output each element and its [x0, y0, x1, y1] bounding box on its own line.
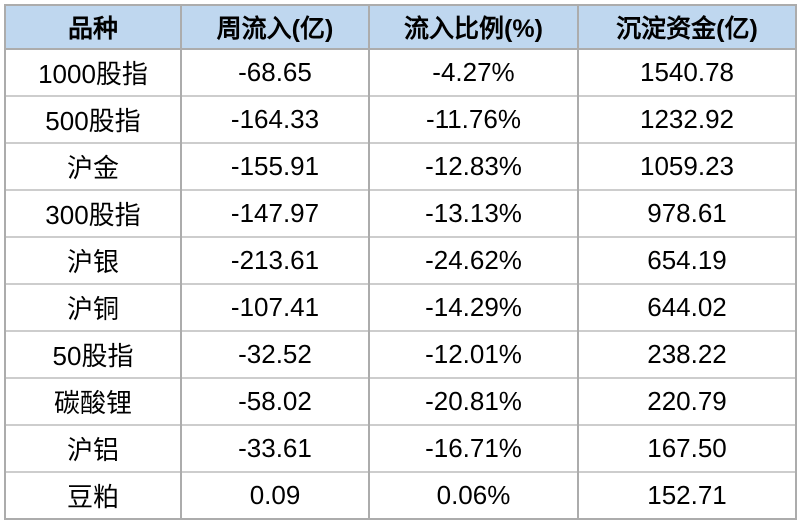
cell-deposited-funds: 1540.78 [577, 48, 797, 96]
cell-variety: 50股指 [4, 330, 182, 378]
cell-weekly-inflow: -213.61 [180, 236, 370, 284]
cell-deposited-funds: 644.02 [577, 283, 797, 331]
cell-inflow-ratio: -24.62% [368, 236, 579, 284]
cell-weekly-inflow: -33.61 [180, 424, 370, 472]
cell-weekly-inflow: -32.52 [180, 330, 370, 378]
cell-variety: 500股指 [4, 95, 182, 143]
cell-inflow-ratio: -16.71% [368, 424, 579, 472]
cell-deposited-funds: 1232.92 [577, 95, 797, 143]
cell-weekly-inflow: -107.41 [180, 283, 370, 331]
cell-variety: 沪铜 [4, 283, 182, 331]
col-header-weekly-inflow: 周流入(亿) [180, 5, 370, 50]
table-row: 沪铝 -33.61 -16.71% 167.50 [4, 424, 797, 472]
table-row: 沪金 -155.91 -12.83% 1059.23 [4, 142, 797, 190]
table-row: 50股指 -32.52 -12.01% 238.22 [4, 330, 797, 378]
cell-inflow-ratio: -12.01% [368, 330, 579, 378]
table-body: 1000股指 -68.65 -4.27% 1540.78 500股指 -164.… [4, 48, 797, 519]
cell-weekly-inflow: -68.65 [180, 48, 370, 96]
table-header: 品种 周流入(亿) 流入比例(%) 沉淀资金(亿) [4, 5, 797, 50]
cell-inflow-ratio: -11.76% [368, 95, 579, 143]
fund-flow-page: 品种 周流入(亿) 流入比例(%) 沉淀资金(亿) 1000股指 -68.65 … [4, 4, 797, 520]
cell-inflow-ratio: 0.06% [368, 471, 579, 519]
cell-variety: 300股指 [4, 189, 182, 237]
cell-deposited-funds: 978.61 [577, 189, 797, 237]
cell-inflow-ratio: -13.13% [368, 189, 579, 237]
cell-variety: 豆粕 [4, 471, 182, 519]
cell-inflow-ratio: -12.83% [368, 142, 579, 190]
cell-variety: 1000股指 [4, 48, 182, 96]
cell-variety: 沪铝 [4, 424, 182, 472]
header-row: 品种 周流入(亿) 流入比例(%) 沉淀资金(亿) [4, 5, 797, 50]
table-row: 豆粕 0.09 0.06% 152.71 [4, 471, 797, 519]
col-header-deposited-funds: 沉淀资金(亿) [577, 5, 797, 50]
cell-weekly-inflow: -58.02 [180, 377, 370, 425]
table-row: 碳酸锂 -58.02 -20.81% 220.79 [4, 377, 797, 425]
col-header-inflow-ratio: 流入比例(%) [368, 5, 579, 50]
cell-deposited-funds: 1059.23 [577, 142, 797, 190]
table-row: 沪铜 -107.41 -14.29% 644.02 [4, 283, 797, 331]
cell-inflow-ratio: -14.29% [368, 283, 579, 331]
cell-variety: 沪金 [4, 142, 182, 190]
table-row: 1000股指 -68.65 -4.27% 1540.78 [4, 48, 797, 96]
table-row: 300股指 -147.97 -13.13% 978.61 [4, 189, 797, 237]
cell-inflow-ratio: -4.27% [368, 48, 579, 96]
cell-weekly-inflow: -147.97 [180, 189, 370, 237]
cell-variety: 碳酸锂 [4, 377, 182, 425]
table-row: 沪银 -213.61 -24.62% 654.19 [4, 236, 797, 284]
cell-deposited-funds: 238.22 [577, 330, 797, 378]
cell-weekly-inflow: 0.09 [180, 471, 370, 519]
cell-deposited-funds: 220.79 [577, 377, 797, 425]
cell-variety: 沪银 [4, 236, 182, 284]
cell-weekly-inflow: -155.91 [180, 142, 370, 190]
table-row: 500股指 -164.33 -11.76% 1232.92 [4, 95, 797, 143]
fund-flow-table: 品种 周流入(亿) 流入比例(%) 沉淀资金(亿) 1000股指 -68.65 … [4, 4, 797, 520]
cell-weekly-inflow: -164.33 [180, 95, 370, 143]
cell-deposited-funds: 152.71 [577, 471, 797, 519]
cell-inflow-ratio: -20.81% [368, 377, 579, 425]
cell-deposited-funds: 167.50 [577, 424, 797, 472]
col-header-variety: 品种 [4, 5, 182, 50]
cell-deposited-funds: 654.19 [577, 236, 797, 284]
